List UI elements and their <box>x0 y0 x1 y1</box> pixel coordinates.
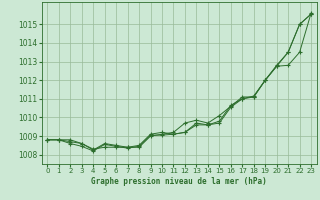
X-axis label: Graphe pression niveau de la mer (hPa): Graphe pression niveau de la mer (hPa) <box>91 177 267 186</box>
